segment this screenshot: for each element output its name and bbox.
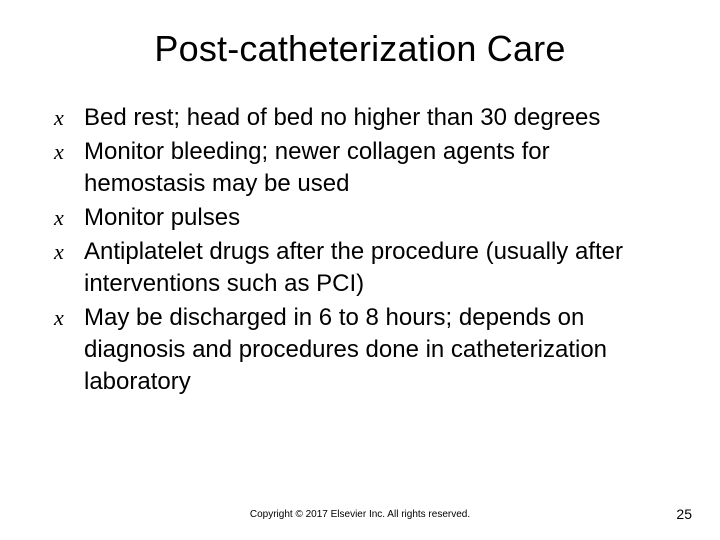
list-item: x May be discharged in 6 to 8 hours; dep… [54, 302, 670, 398]
slide-title: Post-catheterization Care [50, 28, 670, 70]
copyright-text: Copyright © 2017 Elsevier Inc. All right… [0, 509, 720, 520]
bullet-list: x Bed rest; head of bed no higher than 3… [50, 102, 670, 398]
bullet-icon: x [54, 302, 84, 334]
bullet-icon: x [54, 236, 84, 268]
slide: Post-catheterization Care x Bed rest; he… [0, 0, 720, 540]
list-item: x Antiplatelet drugs after the procedure… [54, 236, 670, 300]
bullet-text: Antiplatelet drugs after the procedure (… [84, 236, 670, 300]
bullet-text: Bed rest; head of bed no higher than 30 … [84, 102, 600, 134]
bullet-text: Monitor bleeding; newer collagen agents … [84, 136, 670, 200]
bullet-icon: x [54, 202, 84, 234]
bullet-text: May be discharged in 6 to 8 hours; depen… [84, 302, 670, 398]
list-item: x Monitor pulses [54, 202, 670, 234]
page-number: 25 [676, 506, 692, 522]
bullet-text: Monitor pulses [84, 202, 240, 234]
bullet-icon: x [54, 136, 84, 168]
list-item: x Monitor bleeding; newer collagen agent… [54, 136, 670, 200]
bullet-icon: x [54, 102, 84, 134]
list-item: x Bed rest; head of bed no higher than 3… [54, 102, 670, 134]
